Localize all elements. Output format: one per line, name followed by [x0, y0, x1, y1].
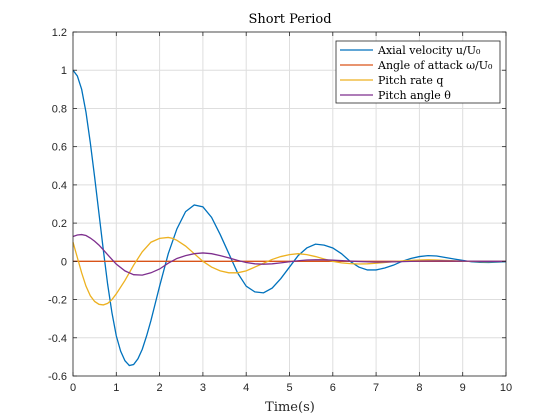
x-tick-label: 0: [70, 382, 76, 394]
x-tick-label: 5: [286, 382, 292, 394]
y-tick-label: 0.2: [52, 218, 67, 230]
plot-area: 0 1 2 3 4 5 6 7 8 9 10 -0.6 -0.4 -0.2 0 0.2 0.4 0.6 0.8 1 1.…: [48, 27, 512, 394]
x-tick-label: 4: [243, 382, 249, 394]
chart-title: Short Period: [248, 12, 331, 27]
x-tick-label: 2: [157, 382, 163, 394]
legend-label-4: Pitch angle θ: [378, 89, 451, 102]
legend-label-3: Pitch rate q: [378, 74, 443, 87]
y-tick-label: -0.6: [48, 371, 67, 383]
y-tick-label: 1: [61, 65, 67, 77]
legend-box: [335, 40, 501, 104]
x-tick-label: 10: [500, 382, 512, 394]
x-tick-label: 7: [373, 382, 379, 394]
y-tick-label: -0.4: [48, 333, 67, 345]
series-line-1: [72, 69, 507, 367]
x-tick-label: 8: [416, 382, 422, 394]
x-tick-label: 9: [460, 382, 466, 394]
y-tick-label: 0.6: [52, 142, 67, 154]
y-tick-label: 1.2: [52, 27, 67, 39]
y-tick-label: 0.4: [52, 180, 67, 192]
legend-label-2: Angle of attack ω/U₀: [377, 59, 493, 72]
x-axis-label: Time(s): [265, 400, 315, 415]
x-tick-label: 1: [113, 382, 119, 394]
y-tick-label: 0.8: [52, 103, 67, 115]
legend-label-1: Axial velocity u/U₀: [377, 44, 481, 57]
series-line-4: [72, 233, 506, 276]
y-tick-label: 0: [61, 256, 67, 268]
x-tick-label: 6: [330, 382, 336, 394]
series-line-3: [72, 236, 507, 306]
y-tick-label: -0.2: [48, 295, 67, 307]
x-tick-label: 3: [200, 382, 206, 394]
